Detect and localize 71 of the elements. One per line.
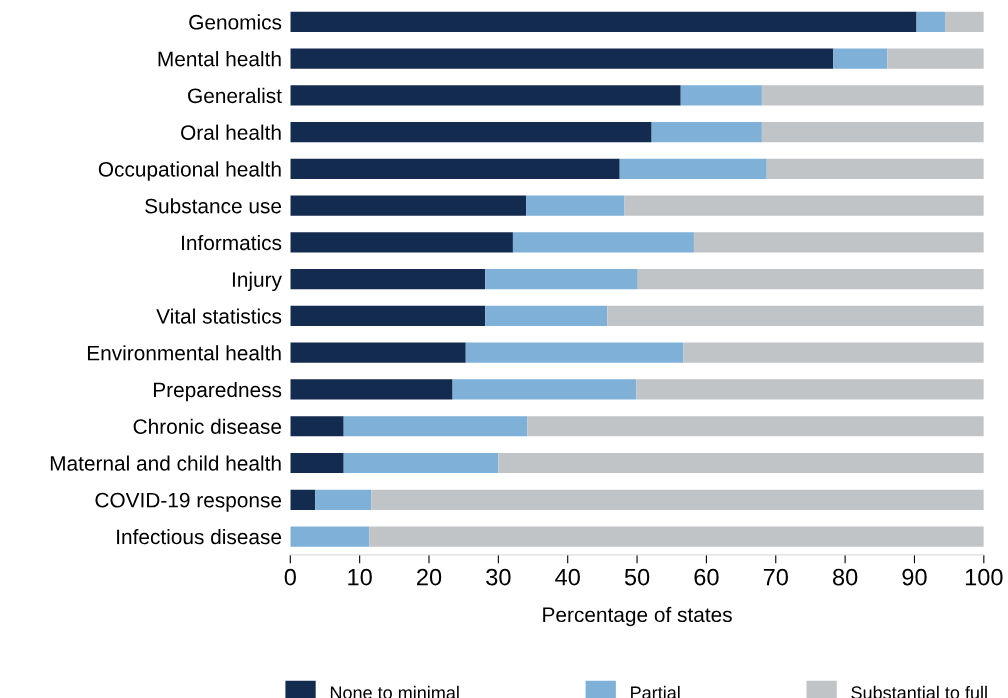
bar — [290, 195, 527, 216]
y-tick-label: Chronic disease — [133, 418, 282, 434]
y-tick-label: Generalist — [188, 87, 282, 104]
bar — [290, 48, 834, 69]
x-tick-label: 20 — [417, 568, 442, 586]
y-tick-label: Vital statistics — [156, 308, 282, 324]
bar — [290, 305, 486, 327]
bar — [315, 489, 372, 510]
y-tick-label: Genomics — [189, 14, 282, 30]
bar — [485, 269, 638, 290]
bar — [290, 85, 681, 106]
bar — [833, 48, 888, 69]
bar — [485, 305, 608, 327]
bar — [636, 379, 984, 400]
bar — [624, 195, 984, 216]
x-axis-title: Percentage of states — [543, 606, 732, 627]
bar — [290, 526, 370, 547]
bar — [526, 195, 625, 216]
y-tick-label: Preparedness — [153, 381, 282, 402]
bar — [761, 85, 984, 106]
bar — [651, 122, 762, 143]
y-tick-label: COVID-19 response — [95, 492, 282, 512]
bar — [465, 342, 684, 363]
y-tick-label: Infectious disease — [117, 528, 282, 545]
bar — [887, 48, 984, 69]
bar — [637, 269, 984, 290]
bar — [290, 489, 316, 510]
y-tick-label: Substance use — [145, 198, 282, 214]
bar — [369, 526, 984, 547]
bar — [343, 416, 528, 437]
y-tick-label: Environmental health — [87, 345, 281, 361]
bar — [619, 158, 767, 180]
x-tick-label: 100 — [965, 568, 1003, 586]
y-tick-label: Maternal and child health — [50, 455, 281, 471]
bar — [498, 452, 984, 474]
bar — [527, 416, 984, 437]
bar — [290, 342, 466, 363]
bar — [680, 85, 762, 106]
x-tick-label: 40 — [555, 568, 580, 586]
bar — [290, 379, 453, 400]
bar — [290, 158, 620, 180]
bar — [290, 232, 513, 253]
bar — [693, 232, 984, 253]
y-tick-label: Occupational health — [98, 161, 281, 181]
bar — [683, 342, 984, 363]
bar — [607, 305, 984, 327]
bar — [371, 489, 984, 510]
x-tick-label: 0 — [284, 568, 296, 586]
y-tick-label: Oral health — [181, 124, 281, 140]
x-tick-label: 30 — [486, 568, 511, 586]
bar — [452, 379, 637, 400]
bar — [512, 232, 694, 253]
bar — [290, 416, 344, 437]
bar — [944, 11, 984, 32]
bar — [916, 11, 945, 32]
x-tick-label: 90 — [902, 568, 927, 586]
y-tick-label: Injury — [232, 271, 282, 292]
bar — [290, 452, 344, 474]
x-tick-label: 80 — [833, 568, 858, 586]
bar — [290, 11, 917, 32]
bar — [290, 269, 486, 290]
y-tick-label: Informatics — [182, 234, 282, 251]
bar — [290, 122, 652, 143]
bar — [766, 158, 984, 180]
y-tick-label: Mental health — [158, 51, 281, 67]
bar — [761, 122, 984, 143]
bar — [343, 452, 499, 474]
x-tick-label: 60 — [694, 568, 719, 586]
x-tick-label: 10 — [348, 568, 372, 586]
x-tick-label: 70 — [763, 568, 788, 586]
x-tick-label: 50 — [624, 568, 650, 586]
